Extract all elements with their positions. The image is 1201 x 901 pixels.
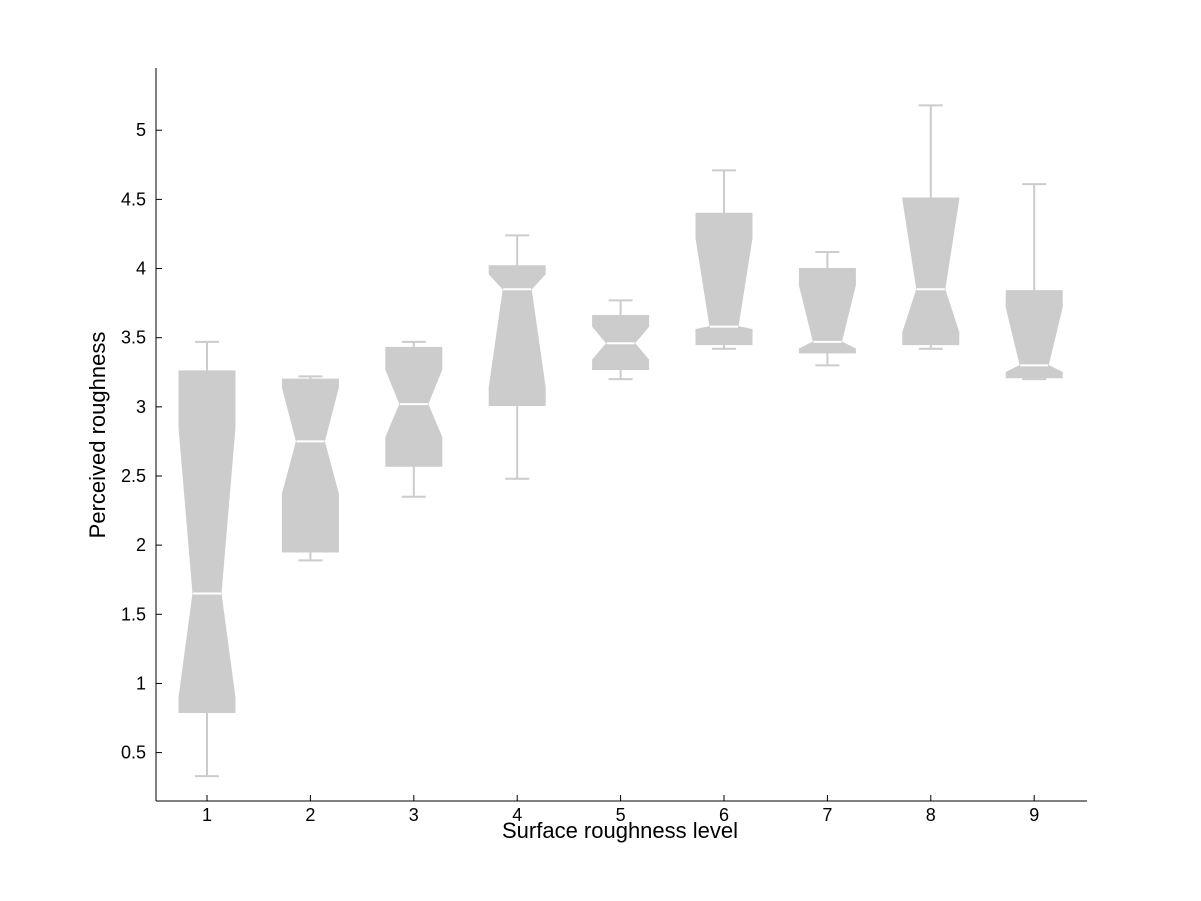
axes-layer [155,68,1087,802]
box-group-4 [488,234,546,480]
x-tick-label-1: 1 [202,805,212,825]
x-tick-label-2: 2 [305,805,315,825]
y-axis-title: Perceived roughness [85,332,110,539]
y-tick-label-3.5: 3.5 [121,328,146,348]
box-group-5 [592,299,650,381]
y-tick-label-5: 5 [136,120,146,140]
box-8 [902,197,960,346]
x-tick-label-9: 9 [1029,805,1039,825]
y-tick-label-1: 1 [136,673,146,693]
x-tick-label-3: 3 [409,805,419,825]
y-tick-label-4: 4 [136,259,146,279]
box-group-7 [798,250,856,367]
x-tick-label-6: 6 [719,805,729,825]
box-group-9 [1005,183,1063,381]
box-2 [281,378,339,553]
x-tick-label-5: 5 [616,805,626,825]
x-tick-label-8: 8 [926,805,936,825]
box-7 [798,268,856,354]
x-axis-title: Surface roughness level [502,818,738,843]
y-tick-label-2: 2 [136,535,146,555]
y-tick-label-4.5: 4.5 [121,189,146,209]
box-group-1 [178,340,236,778]
box-group-3 [385,340,443,498]
box-3 [385,346,443,467]
box-group-2 [281,375,339,562]
box-6 [695,212,753,346]
y-tick-label-2.5: 2.5 [121,466,146,486]
box-group-8 [902,104,960,350]
y-tick-label-1.5: 1.5 [121,604,146,624]
box-4 [488,265,546,406]
x-tick-label-4: 4 [512,805,522,825]
ticks-layer: 1 2 3 4 5 6 7 8 9 0.5 1 1.5 2 2.5 3 3.5 4 4.5 5 [121,120,1039,825]
box-1 [178,370,236,713]
box-9 [1005,290,1063,379]
x-tick-label-7: 7 [822,805,832,825]
y-tick-label-3: 3 [136,397,146,417]
y-tick-label-0.5: 0.5 [121,743,146,763]
boxes-layer [178,104,1063,778]
box-group-6 [695,169,753,350]
